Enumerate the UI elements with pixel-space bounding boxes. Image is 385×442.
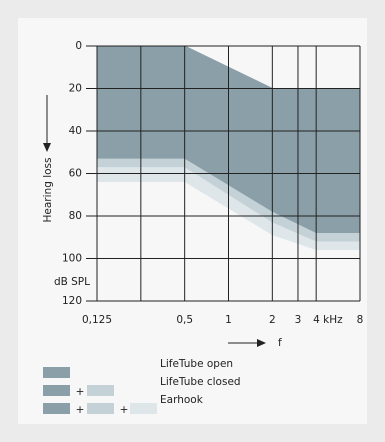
legend-label: Earhook <box>160 394 204 406</box>
x-arrowhead <box>257 339 266 347</box>
y-axis-label: Hearing loss <box>42 158 54 223</box>
legend-swatch <box>130 403 157 414</box>
legend-label: LifeTube closed <box>160 376 241 388</box>
x-tick-label: 2 <box>269 314 276 326</box>
x-tick-label: 0,125 <box>82 314 112 326</box>
x-tick-label: 8 <box>357 314 364 326</box>
y-tick-label: 80 <box>69 210 82 222</box>
legend-joiner: + <box>76 404 85 416</box>
legend-swatch <box>43 385 70 396</box>
y-unit: dB SPL <box>54 276 90 288</box>
legend-swatch <box>43 403 70 414</box>
y-tick-label: 60 <box>69 168 82 180</box>
x-tick-label: 0,5 <box>176 314 193 326</box>
y-tick-label: 0 <box>75 40 82 52</box>
legend-swatch <box>43 367 70 378</box>
y-arrowhead <box>43 143 51 152</box>
x-tick-label: 3 <box>295 314 302 326</box>
legend-joiner: + <box>120 404 129 416</box>
y-tick-label: 40 <box>69 125 82 137</box>
legend: LifeTube open + LifeTube closed + + Earhook <box>43 358 241 416</box>
legend-swatch <box>87 385 114 396</box>
legend-swatch <box>87 403 114 414</box>
y-tick-label: 120 <box>62 295 82 307</box>
y-tick-label: 20 <box>69 83 82 95</box>
x-tick-label: 1 <box>225 314 232 326</box>
legend-label: LifeTube open <box>160 358 233 370</box>
legend-joiner: + <box>76 386 85 398</box>
y-tick-label: 100 <box>62 253 82 265</box>
x-tick-label: 4 kHz <box>313 314 343 326</box>
x-axis-label: f <box>278 337 282 349</box>
